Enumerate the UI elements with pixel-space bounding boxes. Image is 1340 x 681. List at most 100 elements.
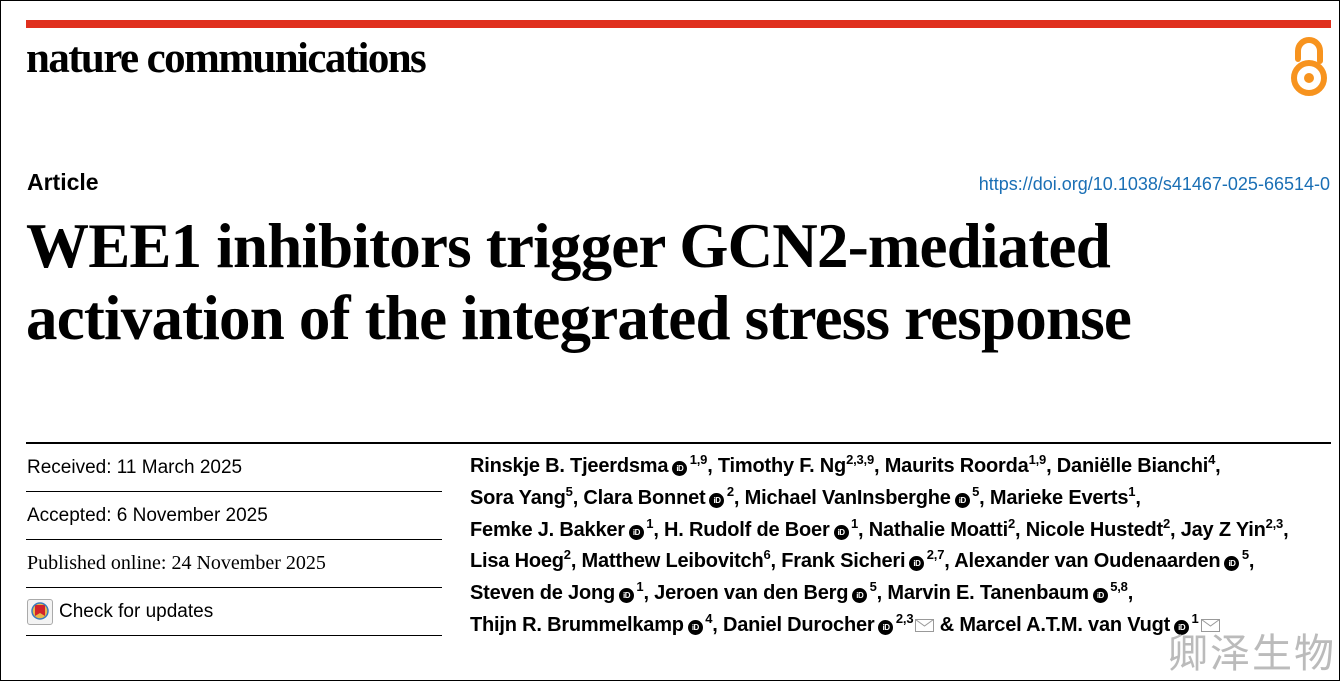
affiliation-number: 5 — [969, 483, 980, 499]
author-name[interactable]: Sora Yang — [470, 486, 566, 509]
orcid-icon[interactable]: iD — [852, 588, 868, 604]
orcid-icon[interactable]: iD — [1224, 556, 1240, 572]
affiliation-number: 2,3,9 — [846, 452, 874, 467]
affiliation-number: 2,7 — [924, 547, 945, 563]
author-separator: , — [643, 582, 649, 605]
journal-color-bar — [26, 20, 1331, 28]
author-list: Rinskje B. Tjeerdsma iD 1,9, Timothy F. N… — [470, 451, 1330, 642]
author-separator: , — [712, 613, 718, 636]
affiliation-number: 5 — [565, 483, 573, 499]
check-for-updates-button[interactable]: Check for updates — [27, 598, 214, 625]
author-item: Frank Sicheri iD 2,7, — [781, 547, 950, 573]
orcid-icon[interactable]: iD — [833, 524, 849, 540]
article-title: WEE1 inhibitors trigger GCN2-mediated ac… — [26, 211, 1132, 353]
doi-link[interactable]: https://doi.org/10.1038/s41467-025-66514… — [978, 174, 1330, 194]
author-name[interactable]: Daniel Durocher — [722, 613, 875, 636]
check-updates-row: Check for updates — [26, 588, 442, 636]
author-name[interactable]: Femke J. Bakker — [470, 518, 625, 541]
author-name[interactable]: Lisa Hoeg — [470, 550, 564, 573]
author-name[interactable]: Marvin E. Tanenbaum — [887, 582, 1089, 605]
author-item: Timothy F. Ng2,3,9, — [717, 452, 880, 477]
affiliation-number: 1 — [1128, 483, 1136, 499]
author-name[interactable]: Marcel A.T.M. van Vugt — [959, 613, 1171, 636]
affiliation-number: 2 — [724, 483, 734, 499]
author-name[interactable]: Matthew Leibovitch — [581, 550, 764, 573]
affiliation-number: 2 — [1007, 515, 1015, 531]
author-item: Michael VanInsberghe iD 5, — [744, 483, 985, 509]
affiliation-number: 2 — [1162, 515, 1170, 531]
affiliation-number: 1,9 — [1028, 452, 1047, 467]
author-item: Daniel Durocher iD 2,3 & — [722, 610, 954, 636]
author-item: Marcel A.T.M. van Vugt iD 1 — [959, 610, 1220, 636]
author-separator: , — [1283, 518, 1289, 541]
orcid-icon[interactable]: iD — [954, 492, 970, 508]
crossmark-icon — [27, 598, 53, 625]
affiliation-number: 1 — [1189, 610, 1199, 626]
author-name[interactable]: Clara Bonnet — [583, 486, 706, 509]
affiliation-number: 1 — [643, 515, 654, 531]
author-separator: , — [707, 455, 713, 477]
orcid-icon[interactable]: iD — [709, 492, 725, 508]
author-separator: , — [876, 582, 883, 605]
author-name[interactable]: Jeroen van den Berg — [654, 582, 849, 605]
author-item: Jay Z Yin2,3, — [1180, 517, 1289, 541]
author-name[interactable]: Nicole Hustedt — [1025, 518, 1163, 541]
author-name[interactable]: Steven de Jong — [470, 582, 616, 605]
author-name[interactable]: Daniëlle Bianchi — [1056, 455, 1209, 477]
author-name[interactable]: Thijn R. Brummelkamp — [470, 613, 684, 636]
author-separator: , — [857, 518, 864, 541]
author-item: Matthew Leibovitch6, — [581, 548, 777, 573]
author-separator: , — [770, 550, 777, 573]
author-item: Nicole Hustedt2, — [1025, 515, 1176, 541]
author-name[interactable]: Marieke Everts — [989, 486, 1129, 509]
orcid-icon[interactable]: iD — [619, 588, 635, 604]
check-for-updates-label: Check for updates — [59, 600, 214, 622]
author-name[interactable]: H. Rudolf de Boer — [664, 518, 830, 541]
author-item: Lisa Hoeg2, — [470, 547, 577, 573]
header-divider — [26, 442, 1331, 444]
affiliation-number: 4 — [702, 610, 713, 626]
author-separator: , — [1169, 518, 1176, 541]
author-name[interactable]: Timothy F. Ng — [717, 455, 847, 477]
orcid-icon[interactable]: iD — [1174, 619, 1190, 635]
author-item: Jeroen van den Berg iD 5, — [654, 580, 883, 605]
affiliation-number: 2 — [563, 547, 571, 563]
orcid-icon[interactable]: iD — [687, 619, 703, 635]
author-name[interactable]: Alexander van Oudenaarden — [954, 550, 1221, 573]
orcid-icon[interactable]: iD — [628, 524, 644, 540]
orcid-icon[interactable]: iD — [672, 461, 688, 476]
author-name[interactable]: Maurits Roorda — [884, 455, 1029, 477]
open-access-icon — [1291, 37, 1327, 96]
author-item: Maurits Roorda1,9, — [884, 452, 1052, 477]
author-item: Steven de Jong iD 1, — [470, 579, 649, 605]
received-date: Received: 11 March 2025 — [26, 444, 442, 492]
author-name[interactable]: Nathalie Moatti — [868, 518, 1008, 541]
author-separator: , — [572, 486, 579, 509]
author-name[interactable]: Jay Z Yin — [1180, 518, 1266, 541]
email-icon[interactable] — [1200, 618, 1220, 632]
affiliation-number: 2,3 — [893, 610, 914, 626]
email-icon[interactable] — [915, 618, 935, 632]
author-separator: , — [653, 518, 659, 541]
author-item: Marieke Everts1, — [989, 483, 1141, 509]
author-item: H. Rudolf de Boer iD 1, — [664, 515, 864, 541]
affiliation-number: 1 — [848, 515, 858, 531]
author-name[interactable]: Michael VanInsberghe — [744, 486, 951, 509]
orcid-icon[interactable]: iD — [878, 619, 894, 635]
watermark: 卿泽生物 — [1168, 631, 1336, 677]
affiliation-number: 1 — [634, 579, 644, 595]
author-item: Sora Yang5, — [470, 483, 579, 509]
article-dates: Received: 11 March 2025 Accepted: 6 Nove… — [26, 444, 442, 636]
orcid-icon[interactable]: iD — [1092, 588, 1108, 604]
author-name[interactable]: Rinskje B. Tjeerdsma — [470, 455, 669, 477]
orcid-icon[interactable]: iD — [909, 556, 925, 572]
affiliation-number: 5 — [1239, 547, 1249, 563]
author-separator: , — [570, 550, 577, 573]
published-date: Published online: 24 November 2025 — [26, 540, 442, 588]
author-separator: , — [1127, 582, 1134, 605]
author-item: Marvin E. Tanenbaum iD 5,8, — [887, 580, 1134, 605]
author-item: Rinskje B. Tjeerdsma iD 1,9, — [470, 453, 713, 477]
journal-name[interactable]: nature communications — [26, 35, 427, 82]
author-item: Nathalie Moatti2, — [868, 515, 1021, 541]
author-name[interactable]: Frank Sicheri — [781, 550, 906, 573]
